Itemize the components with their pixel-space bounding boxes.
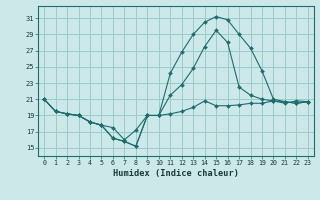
X-axis label: Humidex (Indice chaleur): Humidex (Indice chaleur)	[113, 169, 239, 178]
